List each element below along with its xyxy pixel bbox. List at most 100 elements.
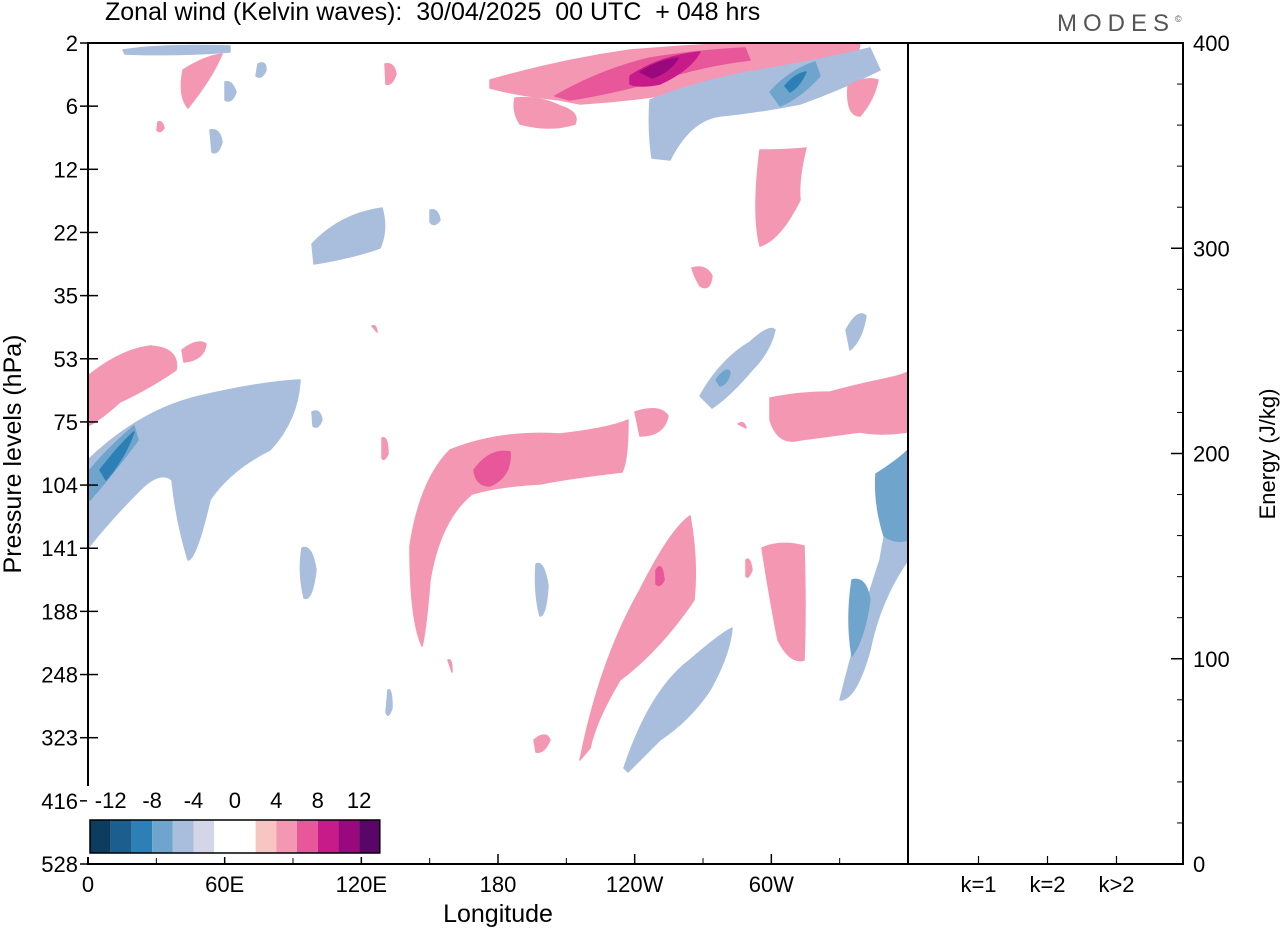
colorbar-swatch xyxy=(359,820,380,853)
brand-mark: © xyxy=(1175,14,1182,24)
contour-region xyxy=(473,450,511,487)
contour-region xyxy=(180,53,223,109)
contour-region xyxy=(224,80,237,102)
contour-region xyxy=(88,345,178,427)
contour-region xyxy=(634,408,669,437)
x-tick-label: 60W xyxy=(749,872,794,897)
contour-region xyxy=(299,546,317,600)
contour-region xyxy=(847,78,879,117)
contour-region xyxy=(699,327,776,409)
contour-region xyxy=(409,419,629,647)
contour-region xyxy=(737,421,747,429)
contour-region xyxy=(384,62,397,86)
energy-tick-label: 300 xyxy=(1193,236,1230,261)
chart-title: Zonal wind (Kelvin waves): 30/04/2025 00… xyxy=(105,0,761,26)
contour-region xyxy=(429,208,441,226)
energy-axis-label: Energy (J/kg) xyxy=(1255,389,1280,520)
colorbar-swatch xyxy=(214,820,235,853)
x-axis: 0 60E 120E 180 120W 60W xyxy=(82,854,841,897)
contour-region xyxy=(648,47,881,161)
x-tick-label: 0 xyxy=(82,872,94,897)
y-tick-label: 104 xyxy=(41,473,78,498)
colorbar-swatch xyxy=(297,820,318,853)
y-axis: 2 6 12 22 35 53 75 104 141 188 248 323 416 528 xyxy=(41,31,98,877)
contour-region xyxy=(655,565,665,587)
contour-region xyxy=(447,659,453,673)
energy-cat-label: k>2 xyxy=(1098,872,1134,897)
contour-region xyxy=(874,449,908,543)
contour-region xyxy=(848,578,871,657)
y-tick-label: 141 xyxy=(41,536,78,561)
y-tick-label: 35 xyxy=(54,284,78,309)
colorbar-swatch xyxy=(234,820,256,853)
contour-region xyxy=(181,341,207,363)
y-tick-label: 12 xyxy=(54,157,78,182)
y-tick-label: 528 xyxy=(41,852,78,877)
colorbar: -12 -8 -4 0 4 8 12 xyxy=(87,786,383,857)
y-tick-label: 53 xyxy=(54,347,78,372)
contour-region xyxy=(311,410,323,428)
colorbar-label: 8 xyxy=(312,788,324,813)
energy-panel: 0 100 200 300 400 k=1 k=2 k>2 xyxy=(958,31,1230,897)
y-tick-label: 248 xyxy=(41,663,78,688)
colorbar-swatch xyxy=(338,820,360,853)
y-tick-label: 75 xyxy=(54,410,78,435)
contour-region xyxy=(761,542,806,662)
x-tick-label: 120W xyxy=(606,872,664,897)
colorbar-label: -12 xyxy=(95,788,127,813)
contour-region xyxy=(691,266,713,289)
contour-region xyxy=(784,71,807,93)
contour-region xyxy=(99,431,135,481)
colorbar-swatch xyxy=(172,820,194,853)
contour-region xyxy=(209,129,223,154)
contour-region xyxy=(513,96,577,129)
y-tick-label: 323 xyxy=(41,726,78,751)
energy-cat-label: k=2 xyxy=(1029,872,1065,897)
energy-frame xyxy=(907,42,1184,865)
colorbar-label: -4 xyxy=(184,788,204,813)
contour-region xyxy=(533,734,551,753)
contour-region xyxy=(715,369,731,387)
y-tick-label: 416 xyxy=(41,789,78,814)
colorbar-label: 4 xyxy=(270,788,282,813)
x-tick-label: 180 xyxy=(480,872,517,897)
colorbar-label: 0 xyxy=(229,788,241,813)
colorbar-swatch xyxy=(110,820,132,853)
colorbar-swatch xyxy=(90,820,111,853)
colorbar-swatch xyxy=(152,820,173,853)
colorbar-swatch xyxy=(255,820,277,853)
contour-region xyxy=(845,313,867,351)
y-tick-label: 188 xyxy=(41,599,78,624)
contour-region xyxy=(156,120,165,133)
energy-tick-label: 400 xyxy=(1193,31,1230,56)
brand-logo: MODES© xyxy=(1057,10,1182,38)
y-tick-label: 22 xyxy=(54,220,78,245)
colorbar-swatch xyxy=(276,820,297,853)
y-axis-label: Pressure levels (hPa) xyxy=(0,335,27,574)
contour-region xyxy=(639,57,679,79)
colorbar-swatch xyxy=(193,820,215,853)
contour-region xyxy=(371,324,378,333)
contour-region xyxy=(311,207,386,265)
contour-region xyxy=(381,437,389,461)
x-tick-label: 60E xyxy=(205,872,244,897)
contour-region xyxy=(745,558,753,578)
colorbar-label: -8 xyxy=(142,788,162,813)
brand-text: MODES xyxy=(1057,10,1176,37)
contour-region xyxy=(122,44,231,56)
x-axis-label: Longitude xyxy=(443,900,553,928)
contour-region xyxy=(755,147,807,247)
y-tick-label: 6 xyxy=(66,94,78,119)
energy-tick-label: 0 xyxy=(1193,852,1205,877)
contour-region xyxy=(769,371,908,442)
contour-region xyxy=(385,689,393,716)
colorbar-swatch xyxy=(131,820,153,853)
x-tick-label: 120E xyxy=(336,872,387,897)
energy-tick-label: 200 xyxy=(1193,442,1230,467)
colorbar-frame xyxy=(89,819,381,854)
colorbar-swatch xyxy=(317,820,339,853)
hovmoller-field xyxy=(88,43,908,773)
energy-tick-label: 100 xyxy=(1193,647,1230,672)
